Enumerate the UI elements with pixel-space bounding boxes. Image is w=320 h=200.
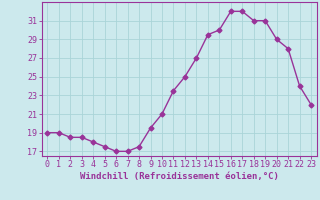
X-axis label: Windchill (Refroidissement éolien,°C): Windchill (Refroidissement éolien,°C) — [80, 172, 279, 181]
